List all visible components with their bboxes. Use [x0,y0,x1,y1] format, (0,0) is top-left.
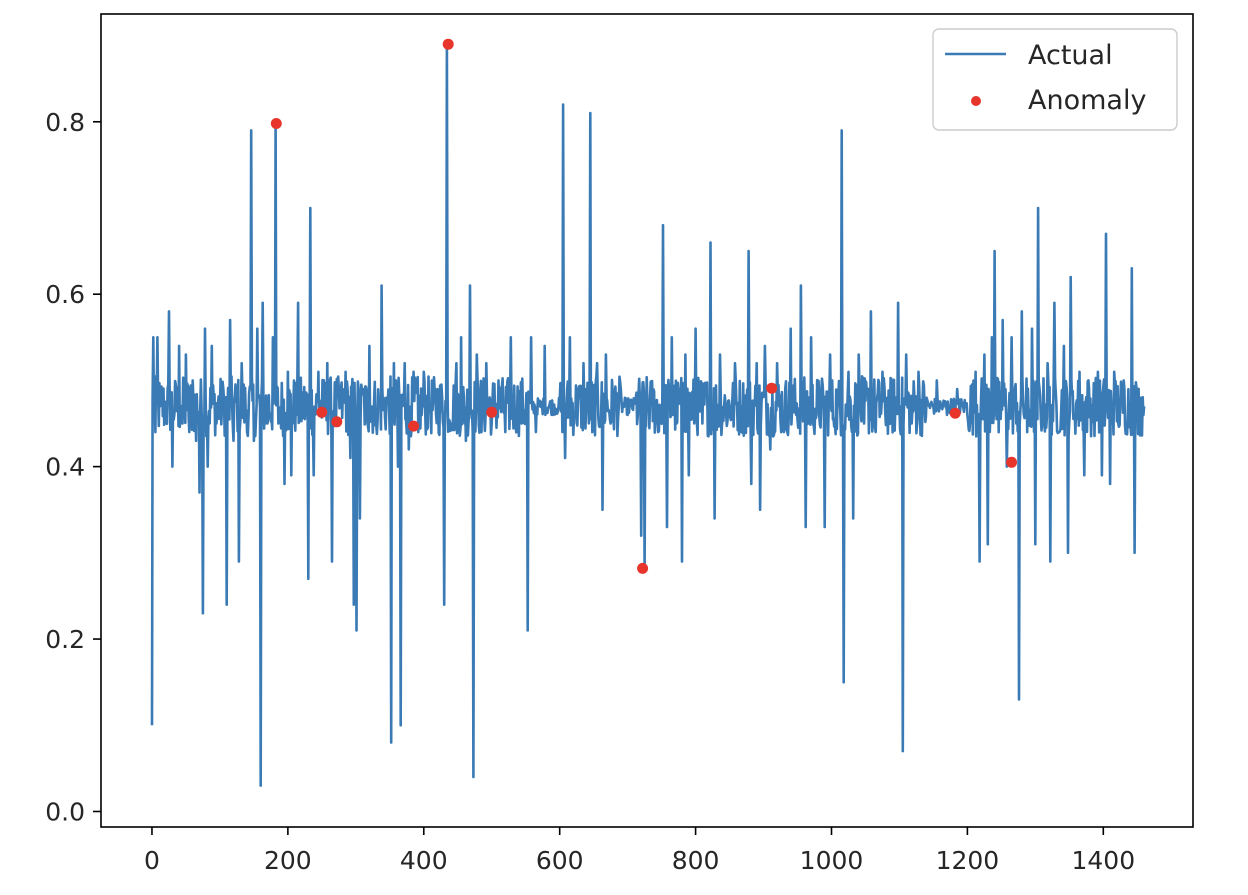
legend-anomaly-label: Anomaly [1028,85,1146,116]
x-tick-label-1400: 1400 [1071,846,1135,875]
y-tick-label-2: 0.4 [45,453,85,482]
anomaly-point-6 [637,562,649,574]
anomaly-point-5 [486,406,498,418]
y-tick-label-3: 0.6 [45,280,85,309]
x-tick-label-200: 200 [264,846,312,875]
anomaly-point-3 [408,420,420,432]
legend: Actual Anomaly [932,28,1178,131]
y-tick-label-4: 0.8 [45,108,85,137]
anomaly-point-4 [442,38,454,50]
anomaly-point-0 [270,118,282,129]
y-axis: 0.0 0.2 0.4 0.6 0.8 [45,108,101,826]
anomaly-point-7 [766,382,778,394]
x-tick-label-800: 800 [672,846,720,875]
legend-actual-label: Actual [1028,40,1113,71]
y-tick-label-0: 0.0 [45,797,85,826]
x-tick-label-1200: 1200 [936,846,1000,875]
anomaly-point-9 [1006,456,1018,468]
anomaly-point-1 [316,406,328,418]
plot-frame [100,13,1194,828]
x-tick-label-1000: 1000 [800,846,864,875]
series-actual-line [150,42,1146,787]
x-axis: 0 200 400 600 800 1000 1200 1400 [144,827,1135,875]
anomaly-point-8 [949,407,961,419]
x-tick-label-0: 0 [144,846,160,875]
anomaly-point-2 [331,416,343,428]
x-tick-label-400: 400 [400,846,448,875]
chart-marks [150,38,1146,787]
y-tick-label-1: 0.2 [45,625,85,654]
x-tick-label-600: 600 [536,846,584,875]
legend-anomaly-swatch [971,96,981,106]
